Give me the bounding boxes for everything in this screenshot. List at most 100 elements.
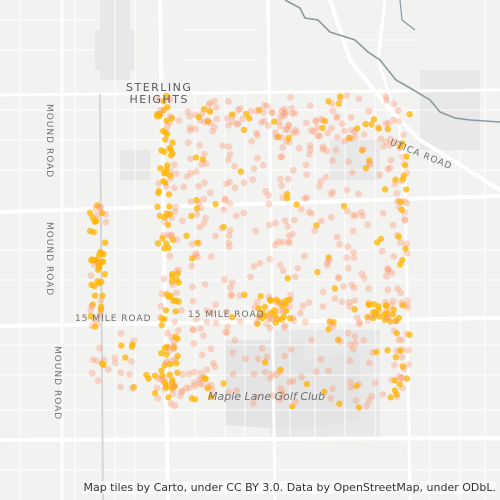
incident-point xyxy=(328,124,336,132)
incident-point xyxy=(393,189,401,197)
incident-point xyxy=(397,374,405,382)
incident-point xyxy=(97,248,104,256)
incident-point xyxy=(169,390,177,398)
incident-point xyxy=(266,255,274,263)
incident-point xyxy=(249,399,257,407)
incident-point xyxy=(99,292,106,299)
incident-point xyxy=(159,235,166,242)
incident-point xyxy=(279,144,286,151)
incident-point xyxy=(198,381,206,388)
incident-point xyxy=(98,209,106,216)
incident-point xyxy=(384,265,391,272)
incident-point xyxy=(225,388,232,396)
incident-point xyxy=(154,395,162,402)
incident-point xyxy=(234,106,242,114)
incident-point xyxy=(97,203,105,211)
incident-point xyxy=(262,187,269,195)
incident-point xyxy=(231,184,239,192)
incident-point xyxy=(384,119,392,127)
incident-point xyxy=(250,263,258,270)
incident-point xyxy=(277,366,284,373)
incident-point xyxy=(366,161,374,168)
incident-point xyxy=(317,217,325,225)
incident-point xyxy=(346,357,354,364)
incident-point xyxy=(88,256,96,263)
incident-point xyxy=(229,349,237,357)
incident-point xyxy=(384,267,392,275)
incident-point xyxy=(378,247,386,255)
river-tributary xyxy=(399,0,416,31)
incident-point xyxy=(263,353,271,361)
incident-point xyxy=(362,165,370,172)
incident-point xyxy=(367,313,375,320)
incident-point xyxy=(89,301,96,308)
incident-point xyxy=(350,249,357,256)
incident-point xyxy=(370,116,378,123)
incident-point xyxy=(174,270,181,277)
road-utica xyxy=(328,0,500,192)
incident-point xyxy=(174,327,182,335)
incident-point xyxy=(404,346,412,354)
incident-point xyxy=(101,270,109,278)
incident-point xyxy=(347,384,355,391)
incident-point xyxy=(163,92,170,100)
incident-point xyxy=(307,127,315,134)
incident-point xyxy=(329,157,336,165)
incident-point xyxy=(206,108,213,115)
incident-point xyxy=(279,389,287,397)
incident-point xyxy=(225,239,233,247)
incident-point xyxy=(329,188,337,196)
incident-point xyxy=(102,211,110,218)
incident-point xyxy=(290,317,298,324)
incident-point xyxy=(271,307,278,314)
incident-point xyxy=(274,316,281,323)
incident-point xyxy=(268,109,276,117)
incident-point xyxy=(209,127,216,135)
incident-point xyxy=(284,223,292,230)
incident-point xyxy=(221,276,228,284)
incident-point xyxy=(195,376,203,384)
road-label-mound-north: MOUND ROAD xyxy=(44,104,54,179)
incident-point xyxy=(92,205,100,212)
incident-point xyxy=(194,239,201,246)
incident-point xyxy=(399,363,406,370)
incident-point xyxy=(165,232,173,239)
incident-point xyxy=(117,369,125,377)
incident-point xyxy=(183,173,191,180)
incident-point xyxy=(261,368,269,376)
incident-point xyxy=(333,114,341,122)
incident-point xyxy=(185,384,193,392)
incident-point xyxy=(156,212,164,220)
incident-point xyxy=(208,393,215,401)
incident-point xyxy=(168,278,175,285)
incident-point xyxy=(404,304,412,312)
incident-point xyxy=(299,302,307,310)
incident-point xyxy=(351,306,358,313)
incident-point xyxy=(212,319,220,327)
incident-point xyxy=(242,355,249,362)
incident-point xyxy=(355,190,362,198)
incident-point xyxy=(171,402,179,409)
incident-point xyxy=(153,384,161,392)
incident-point xyxy=(164,221,172,228)
incident-point xyxy=(294,265,302,272)
incident-point xyxy=(97,306,105,313)
incident-point xyxy=(201,179,208,187)
incident-point xyxy=(153,112,161,120)
incident-point xyxy=(285,239,293,247)
incident-point xyxy=(392,317,400,325)
incident-point xyxy=(163,240,170,247)
incident-point xyxy=(306,151,313,158)
incident-point xyxy=(237,168,245,175)
incident-point xyxy=(282,126,290,134)
incident-point xyxy=(395,314,403,322)
incident-point xyxy=(200,195,208,203)
incident-point xyxy=(390,253,398,260)
incident-point xyxy=(324,258,331,266)
incident-point xyxy=(344,243,352,251)
incident-point xyxy=(387,318,394,325)
incident-point xyxy=(174,335,181,342)
incident-point xyxy=(223,329,231,337)
incident-point xyxy=(393,330,400,337)
